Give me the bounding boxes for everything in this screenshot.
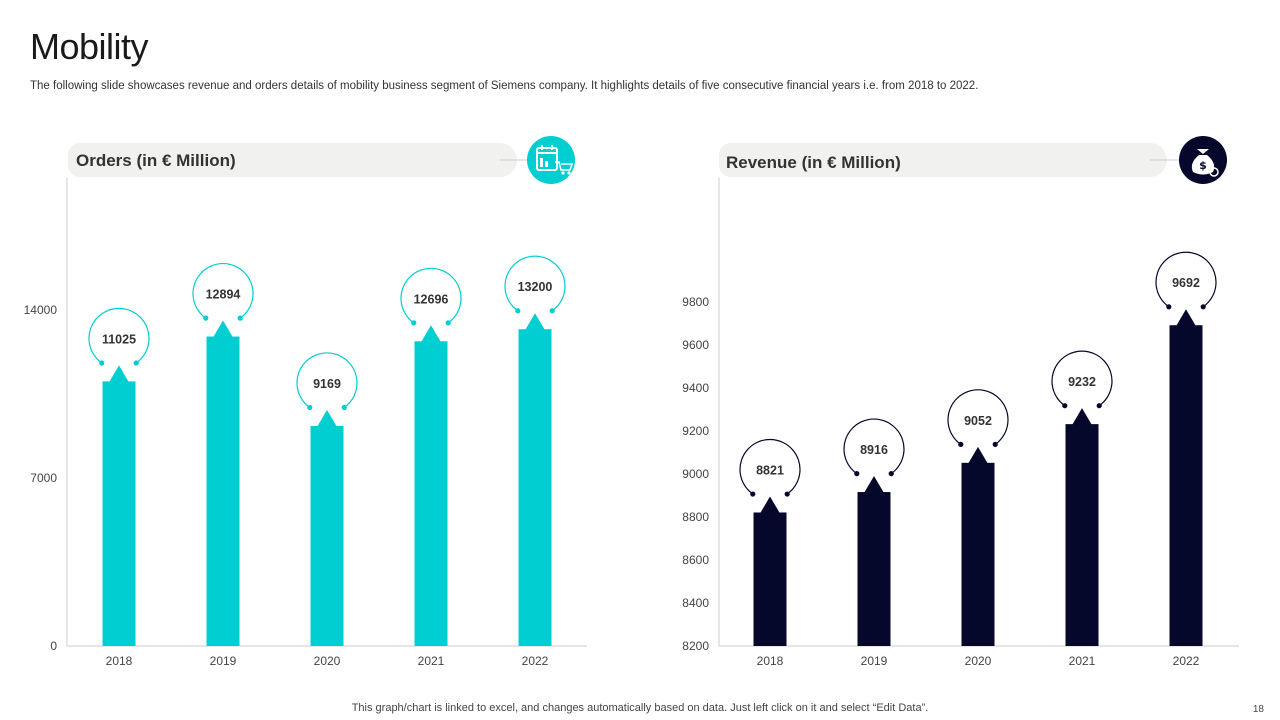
orders-x-tick-label: 2018 bbox=[106, 654, 133, 668]
orders-callout-dot bbox=[133, 360, 139, 366]
orders-value-callout bbox=[400, 267, 462, 324]
orders-bar bbox=[518, 329, 552, 646]
orders-value-callout bbox=[88, 307, 150, 364]
orders-x-tick-label: 2022 bbox=[522, 654, 549, 668]
page-subtitle: The following slide showcases revenue an… bbox=[30, 80, 979, 92]
orders-x-tick-label: 2019 bbox=[210, 654, 237, 668]
revenue-chart: Revenue (in € Million) $ bbox=[718, 136, 1239, 647]
revenue-bar-pointer bbox=[968, 446, 988, 464]
revenue-y-tick-label: 8200 bbox=[682, 639, 709, 653]
revenue-y-tick-label: 9200 bbox=[682, 424, 709, 438]
orders-callout-dot bbox=[445, 320, 451, 326]
orders-bar-pointer bbox=[213, 320, 233, 338]
revenue-y-tick-label: 9400 bbox=[682, 381, 709, 395]
revenue-callout-dot bbox=[1200, 304, 1206, 310]
revenue-y-tick-label: 8400 bbox=[682, 596, 709, 610]
revenue-y-tick-label: 9600 bbox=[682, 338, 709, 352]
orders-bar bbox=[414, 341, 448, 646]
page-title: Mobility bbox=[30, 26, 149, 67]
orders-callout-dot bbox=[307, 404, 313, 411]
orders-value-callout bbox=[192, 262, 254, 319]
revenue-data-label: 9052 bbox=[964, 414, 992, 428]
revenue-x-tick-label: 2022 bbox=[1173, 654, 1200, 668]
orders-value-callout bbox=[296, 352, 358, 409]
orders-bar-pointer bbox=[421, 325, 441, 343]
orders-bar-pointer bbox=[317, 409, 337, 427]
revenue-data-label: 9692 bbox=[1172, 276, 1200, 290]
revenue-bar bbox=[1169, 325, 1203, 646]
orders-bar bbox=[206, 336, 240, 646]
revenue-callout-dot bbox=[854, 471, 860, 477]
orders-callout-dot bbox=[341, 404, 347, 411]
revenue-bar-pointer bbox=[760, 496, 780, 514]
orders-callout-dot bbox=[237, 315, 243, 321]
orders-callout-dot bbox=[411, 320, 417, 326]
orders-callout-dot bbox=[99, 360, 105, 366]
revenue-value-callout bbox=[947, 389, 1009, 445]
revenue-bar-pointer bbox=[1176, 309, 1196, 327]
revenue-callout-dot bbox=[1062, 403, 1068, 409]
revenue-y-tick-label: 8800 bbox=[682, 510, 709, 524]
revenue-y-tick-label: 9000 bbox=[682, 467, 709, 481]
revenue-value-callout bbox=[1155, 251, 1217, 308]
revenue-bar bbox=[961, 462, 995, 646]
revenue-data-label: 8916 bbox=[860, 443, 888, 457]
footer-note: This graph/chart is linked to excel, and… bbox=[351, 702, 929, 714]
svg-text:$: $ bbox=[1199, 159, 1207, 172]
orders-bar bbox=[102, 381, 136, 646]
orders-bar-pointer bbox=[525, 313, 545, 331]
orders-title-banner bbox=[68, 143, 517, 177]
revenue-bar bbox=[857, 492, 891, 646]
orders-data-label: 11025 bbox=[102, 332, 136, 346]
revenue-callout-dot bbox=[1166, 304, 1172, 310]
orders-x-tick-label: 2020 bbox=[314, 654, 341, 668]
revenue-callout-dot bbox=[958, 441, 964, 447]
revenue-x-tick-label: 2019 bbox=[861, 654, 888, 668]
revenue-bar-pointer bbox=[864, 476, 884, 494]
revenue-bar bbox=[753, 512, 787, 646]
revenue-value-callout bbox=[739, 438, 801, 495]
orders-x-tick-label: 2021 bbox=[418, 654, 445, 668]
revenue-x-tick-label: 2018 bbox=[757, 654, 784, 668]
revenue-title-banner bbox=[719, 143, 1167, 177]
orders-data-label: 9169 bbox=[313, 377, 341, 391]
revenue-value-callout bbox=[843, 418, 905, 475]
revenue-data-label: 8821 bbox=[756, 463, 784, 477]
revenue-y-tick-label: 9800 bbox=[682, 295, 709, 309]
orders-chart: Orders (in € Million) bbox=[66, 136, 587, 647]
orders-callout-dot bbox=[203, 315, 209, 321]
orders-y-tick-label: 0 bbox=[50, 639, 57, 653]
orders-bar-pointer bbox=[109, 365, 129, 383]
orders-callout-dot bbox=[549, 308, 555, 314]
revenue-value-callout bbox=[1051, 350, 1113, 407]
revenue-callout-dot bbox=[888, 471, 894, 477]
revenue-data-label: 9232 bbox=[1068, 375, 1096, 389]
revenue-bar bbox=[1065, 424, 1099, 646]
orders-y-tick-label: 7000 bbox=[30, 471, 57, 485]
orders-y-tick-label: 14000 bbox=[24, 303, 58, 317]
orders-data-label: 12696 bbox=[414, 292, 449, 306]
revenue-x-tick-label: 2020 bbox=[965, 654, 992, 668]
revenue-y-tick-label: 8600 bbox=[682, 553, 709, 567]
revenue-x-tick-label: 2021 bbox=[1069, 654, 1096, 668]
revenue-bar-pointer bbox=[1072, 408, 1092, 426]
orders-value-callout bbox=[504, 255, 566, 312]
revenue-callout-dot bbox=[750, 491, 756, 497]
orders-data-label: 12894 bbox=[206, 288, 241, 302]
money-bag-icon: $ bbox=[1179, 136, 1227, 184]
calendar-cart-icon bbox=[527, 136, 575, 184]
revenue-chart-title: Revenue (in € Million) bbox=[726, 153, 901, 172]
orders-callout-dot bbox=[515, 308, 521, 314]
orders-chart-title: Orders (in € Million) bbox=[76, 151, 236, 170]
orders-data-label: 13200 bbox=[518, 280, 553, 294]
revenue-callout-dot bbox=[784, 491, 790, 497]
page-number: 18 bbox=[1252, 704, 1264, 715]
orders-bar bbox=[310, 425, 344, 646]
revenue-callout-dot bbox=[1096, 403, 1102, 409]
revenue-callout-dot bbox=[992, 441, 998, 447]
